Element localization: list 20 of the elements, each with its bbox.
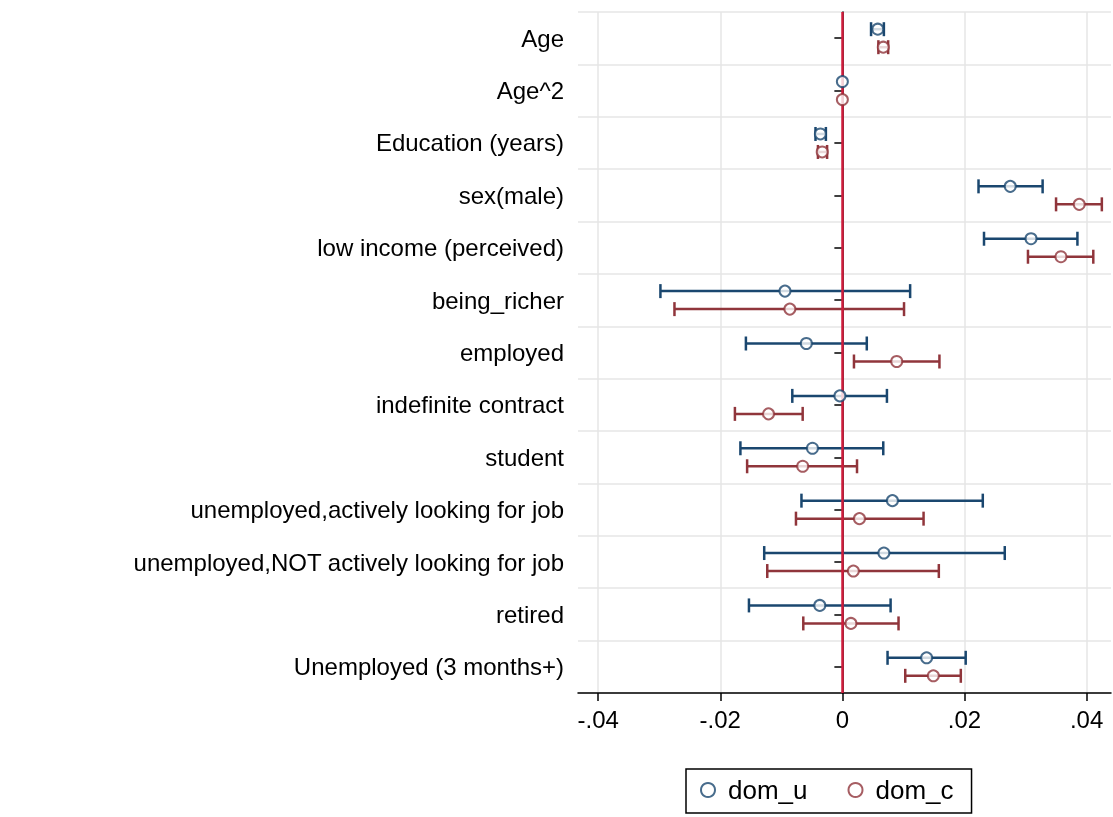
y-tick-label: retired bbox=[495, 600, 564, 628]
y-tick-label: Age^2 bbox=[496, 77, 564, 105]
y-tick-label: Age bbox=[521, 24, 564, 52]
x-tick-label: .04 bbox=[1069, 705, 1104, 733]
y-tick-label: being_richer bbox=[431, 286, 564, 314]
x-tick-label: -.04 bbox=[577, 705, 619, 733]
y-tick-label: indefinite contract bbox=[375, 391, 565, 419]
y-tick-label: unemployed,actively looking for job bbox=[190, 496, 564, 524]
y-tick-label: unemployed,NOT actively looking for job bbox=[133, 548, 564, 576]
legend-label: dom_c bbox=[875, 775, 954, 805]
y-tick-label: low income (perceived) bbox=[317, 234, 564, 262]
x-tick-label: .02 bbox=[947, 705, 982, 733]
x-tick-label: 0 bbox=[835, 705, 850, 733]
y-tick-label: Unemployed (3 months+) bbox=[293, 653, 564, 681]
legend-label: dom_u bbox=[728, 775, 808, 805]
y-tick-label: student bbox=[485, 443, 565, 471]
y-tick-label: Education (years) bbox=[375, 129, 564, 157]
x-tick-label: -.02 bbox=[699, 705, 741, 733]
y-tick-label: employed bbox=[459, 339, 564, 366]
y-tick-label: sex(male) bbox=[458, 181, 564, 209]
